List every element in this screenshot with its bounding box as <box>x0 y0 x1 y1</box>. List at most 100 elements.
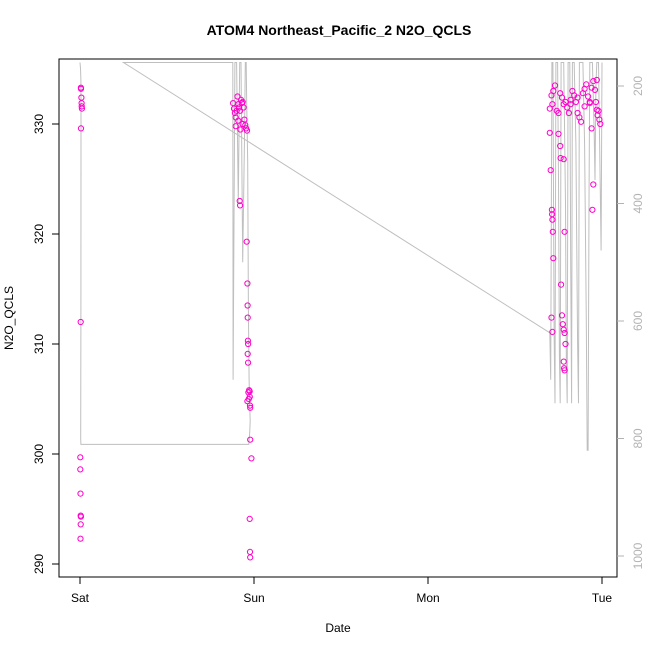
data-point <box>558 281 565 288</box>
data-point <box>246 515 253 523</box>
data-point <box>244 280 251 287</box>
data-point <box>562 98 569 106</box>
data-point <box>548 314 555 321</box>
data-point <box>574 94 581 101</box>
data-point <box>234 93 241 100</box>
data-point <box>593 76 600 84</box>
x-tick-label: Sun <box>243 591 264 605</box>
data-point <box>551 82 559 89</box>
data-point <box>245 359 252 366</box>
y2-tick-label: 400 <box>631 193 645 213</box>
y-tick-label: 290 <box>32 554 46 574</box>
plot-frame <box>58 58 618 578</box>
data-point <box>246 548 254 556</box>
data-point <box>237 107 244 114</box>
data-point <box>595 107 602 114</box>
line-layer <box>79 62 603 451</box>
data-point <box>239 120 246 128</box>
y-axis-label: N2O_QCLS <box>2 286 16 350</box>
y2-axis: 200 400 600 800 1000 <box>617 76 645 569</box>
data-point <box>585 93 592 100</box>
data-point <box>558 94 566 101</box>
y2-tick-label: 600 <box>631 311 645 331</box>
data-point <box>592 98 600 106</box>
data-point <box>560 156 567 163</box>
y2-tick-label: 200 <box>631 76 645 96</box>
data-point <box>244 398 251 405</box>
data-point <box>78 103 85 110</box>
data-point <box>583 81 590 88</box>
data-point <box>77 521 84 528</box>
y-axis: 290 300 310 320 330 <box>32 114 59 574</box>
data-point <box>561 329 568 337</box>
data-point <box>248 455 255 462</box>
data-point <box>588 125 595 132</box>
data-point <box>77 318 84 326</box>
data-point <box>549 228 556 235</box>
data-point <box>77 466 84 473</box>
data-point <box>244 314 251 321</box>
data-point <box>597 120 604 128</box>
data-point <box>549 328 556 335</box>
data-point <box>245 340 252 348</box>
data-point <box>564 104 571 111</box>
y-tick-label: 310 <box>32 334 46 354</box>
data-point <box>549 101 556 108</box>
data-point <box>548 206 556 213</box>
data-point <box>232 123 239 130</box>
data-point <box>555 130 562 137</box>
data-point <box>240 104 247 111</box>
data-point <box>77 125 85 132</box>
x-axis-label: Date <box>325 621 351 635</box>
data-point <box>236 197 243 205</box>
data-point <box>567 96 574 103</box>
data-point <box>560 358 567 365</box>
data-point <box>591 86 599 94</box>
data-point <box>578 118 585 125</box>
chart-title: ATOM4 Northeast_Pacific_2 N2O_QCLS <box>207 22 472 38</box>
x-tick-label: Mon <box>416 591 439 605</box>
data-point <box>244 302 251 309</box>
data-point <box>77 490 84 497</box>
data-point <box>77 85 85 92</box>
data-point <box>586 100 593 107</box>
data-point <box>546 105 553 112</box>
data-point <box>547 167 554 174</box>
y2-tick-label: 1000 <box>631 542 645 569</box>
data-point <box>77 513 85 520</box>
data-point <box>560 326 567 333</box>
data-point <box>590 181 597 188</box>
data-point <box>546 129 553 136</box>
data-point <box>581 103 588 110</box>
data-point <box>567 101 574 108</box>
data-point <box>247 436 254 443</box>
data-point <box>549 216 556 223</box>
y2-tick-label: 800 <box>631 428 645 448</box>
x-tick-label: Sat <box>71 591 90 605</box>
data-point <box>237 126 244 133</box>
data-point <box>550 87 557 95</box>
y-tick-label: 330 <box>32 114 46 134</box>
data-point <box>557 155 564 162</box>
data-point <box>77 535 84 542</box>
data-point <box>246 402 254 409</box>
data-point <box>78 105 86 112</box>
x-tick-label: Tue <box>592 591 613 605</box>
data-point <box>555 109 562 117</box>
data-point <box>561 228 568 235</box>
data-point <box>562 340 569 348</box>
data-point <box>565 109 573 117</box>
series-line-0 <box>79 62 603 451</box>
data-point <box>596 116 603 123</box>
data-point <box>236 104 243 111</box>
data-point <box>589 206 596 213</box>
data-point <box>590 78 597 85</box>
data-point <box>244 337 251 344</box>
data-point <box>244 350 251 357</box>
data-point <box>559 321 566 328</box>
data-point <box>237 202 244 209</box>
y-tick-label: 300 <box>32 444 46 464</box>
data-point <box>247 554 254 561</box>
x-axis: Sat Sun Mon Tue <box>71 576 613 605</box>
